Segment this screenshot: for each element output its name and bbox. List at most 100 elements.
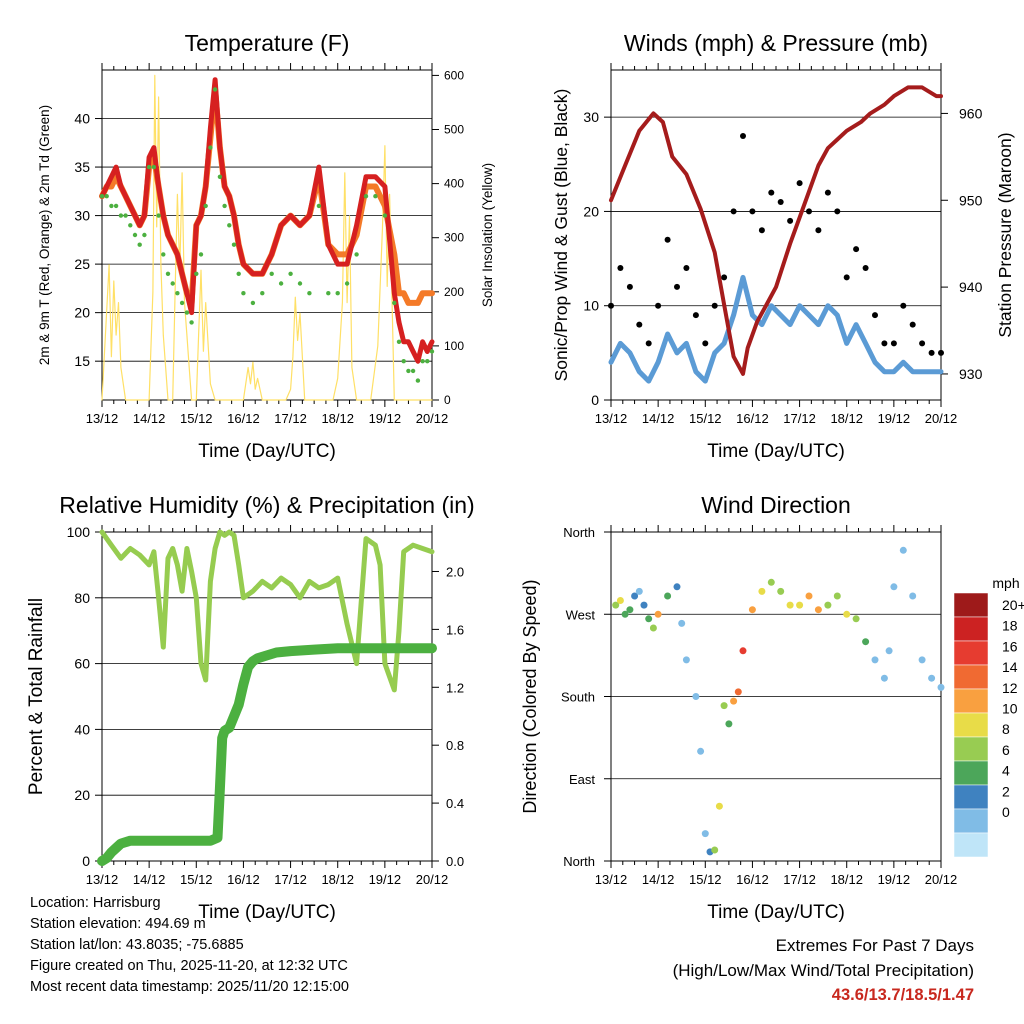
direction-point [664, 592, 672, 600]
y2-tick-label: 100 [444, 339, 464, 353]
x-tick-label: 20/12 [416, 411, 449, 426]
station-location: Location: Harrisburg [30, 895, 161, 911]
dewpoint-2m-dots-point [109, 203, 114, 209]
direction-point [786, 601, 794, 609]
y2-tick-label: 500 [444, 123, 464, 137]
solar-insolation-line [101, 74, 433, 401]
legend-swatch [953, 712, 989, 738]
chart-panel-3: Wind Direction Time (Day/UTC) Direction (C… [520, 492, 957, 923]
dewpoint-2m-dots-point [217, 174, 223, 179]
dewpoint-2m-dots-point [227, 223, 232, 228]
extremes-title: Extremes For Past 7 Days [775, 936, 974, 955]
dewpoint-2m-dots-point [194, 271, 199, 276]
direction-point [899, 546, 907, 554]
dewpoint-2m-dots-point [113, 203, 119, 209]
legend-swatch [953, 736, 989, 762]
y2-tick-label: 1.2 [446, 680, 464, 695]
legend-label: 12 [1002, 680, 1018, 696]
direction-point [645, 615, 653, 623]
y2-axis-label: Solar Insolation (Yellow) [480, 163, 495, 307]
dewpoint-2m-dots-point [307, 291, 312, 296]
dewpoint-2m-dots-point [236, 271, 241, 276]
dewpoint-2m-dots-point [104, 194, 109, 199]
wind-speed-line [608, 274, 944, 384]
direction-point [805, 592, 813, 600]
dewpoint-2m-dots-point [373, 194, 378, 199]
wind-gust-dots-point [872, 312, 878, 319]
y-axis-label: Percent & Total Rainfall [26, 598, 47, 795]
recent-timestamp: Most recent data timestamp: 2025/11/20 1… [30, 979, 349, 995]
x-tick-label: 16/12 [736, 872, 769, 887]
y2-tick-label: 0.8 [446, 738, 464, 753]
y-tick-label: 10 [583, 298, 599, 314]
y2-tick-label: 1.6 [446, 622, 464, 637]
direction-point [852, 615, 860, 623]
wind-gust-dots-point [758, 227, 765, 234]
direction-point [928, 674, 936, 682]
relative-humidity-line [99, 529, 435, 693]
legend-swatch [953, 760, 989, 786]
y-tick-label: 0 [82, 853, 90, 869]
precipitation-line [97, 643, 437, 866]
station-info: Location: Harrisburg Station elevation: … [30, 893, 349, 998]
x-tick-label: 15/12 [180, 872, 213, 887]
speed-legend: mph 20+ 18 16 14 12 10 8 6 4 2 0 [953, 575, 1024, 858]
direction-point [937, 683, 945, 691]
dewpoint-2m-dots-point [392, 300, 397, 306]
y2-tick-label: 300 [444, 231, 464, 245]
dewpoint-2m-dots-point [222, 203, 227, 209]
x-axis-label: Time (Day/UTC) [707, 441, 845, 462]
direction-point [909, 592, 917, 600]
y-tick-label: 40 [74, 111, 90, 127]
direction-points [612, 546, 945, 856]
wind-gust-dots-point [608, 302, 614, 309]
direction-point [692, 693, 700, 700]
dewpoint-2m-dots-point [335, 291, 340, 296]
dewpoint-2m-dots-point [179, 300, 185, 306]
dewpoint-2m-dots-point [425, 359, 430, 364]
y2-axis-label: Station Pressure (Maroon) [995, 132, 1015, 337]
figure-created: Figure created on Thu, 2025-11-20, at 12… [30, 958, 348, 974]
dewpoint-2m-dots-point [326, 291, 331, 296]
wind-gust-dots-point [824, 189, 831, 196]
dewpoint-2m-dots-point [203, 203, 208, 209]
dewpoint-2m-dots [99, 87, 435, 383]
dewpoint-2m-dots-point [406, 368, 411, 374]
legend-swatch [953, 808, 989, 834]
direction-point [673, 583, 681, 591]
dewpoint-2m-dots-point [142, 232, 147, 238]
y-tick-label: 40 [74, 721, 90, 737]
dewpoint-2m-dots-point [363, 194, 369, 199]
temp-2m-line [99, 77, 435, 364]
chart-panel-0: Temperature (F) Time (Day/UTC) 2m & 9m T (… [37, 30, 495, 462]
legend-label: 18 [1002, 618, 1018, 634]
direction-point [796, 601, 804, 609]
x-tick-label: 19/12 [878, 411, 911, 426]
legend-label: 16 [1002, 638, 1018, 654]
y2-tick-label: 950 [959, 192, 983, 208]
y-axis-label: 2m & 9m T (Red, Orange) & 2m Td (Green) [37, 105, 52, 365]
x-tick-label: 18/12 [321, 872, 354, 887]
dewpoint-2m-dots-point [420, 359, 425, 364]
station-pressure-line [609, 85, 943, 376]
chart-panel-1: Winds (mph) & Pressure (mb) Time (Day/UTC… [551, 30, 1015, 462]
y-axis-label: Direction (Colored By Speed) [520, 579, 540, 813]
dewpoint-2m-dots-point [151, 164, 157, 170]
direction-point [697, 747, 705, 755]
dewpoint-2m-dots-point [189, 320, 194, 325]
legend-label: 14 [1002, 659, 1018, 675]
wind-gust-dots-point [683, 265, 690, 271]
direction-point [758, 587, 766, 595]
y-tick-label: 100 [67, 524, 91, 540]
y-tick-label: 0 [591, 392, 599, 408]
chart-panel-2: Relative Humidity (%) & Precipitation (i… [26, 492, 475, 923]
direction-point [616, 597, 624, 604]
wind-gust-dots-point [928, 349, 935, 356]
direction-point [748, 606, 756, 614]
y2-tick-label: 940 [959, 279, 983, 295]
dewpoint-2m-dots-point [250, 300, 256, 306]
legend-swatch [953, 592, 989, 618]
wind-gust-dots-point [674, 283, 680, 290]
extremes-subtitle: (High/Low/Max Wind/Total Precipitation) [672, 961, 974, 980]
